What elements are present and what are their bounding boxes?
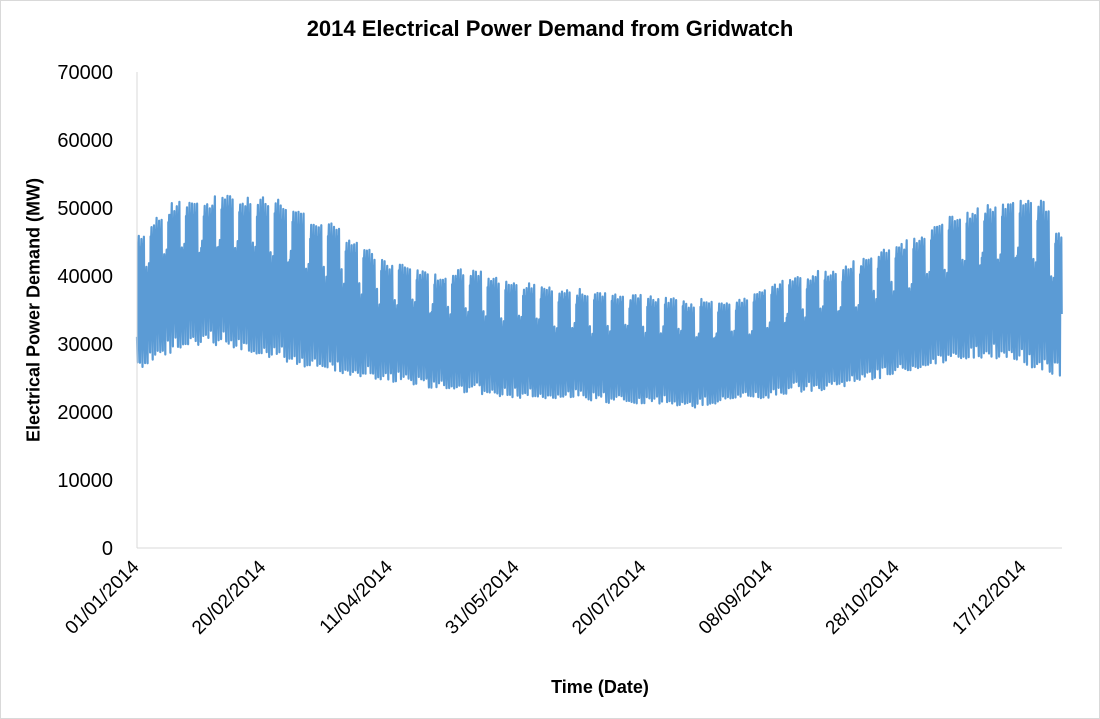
y-tick-label: 50000 xyxy=(57,198,113,220)
x-tick-label: 08/09/2014 xyxy=(695,556,777,638)
y-tick-label: 20000 xyxy=(57,402,113,424)
demand-series-line xyxy=(135,194,1063,409)
y-tick-label: 60000 xyxy=(57,130,113,152)
y-tick-label: 40000 xyxy=(57,266,113,288)
x-axis-label: Time (Date) xyxy=(551,677,649,697)
y-tick-label: 30000 xyxy=(57,334,113,356)
x-tick-label: 20/02/2014 xyxy=(188,556,270,638)
y-tick-label: 70000 xyxy=(57,62,113,84)
chart-title: 2014 Electrical Power Demand from Gridwa… xyxy=(306,16,794,41)
x-tick-label: 31/05/2014 xyxy=(442,556,524,638)
x-tick-label: 01/01/2014 xyxy=(61,556,143,638)
y-tick-label: 0 xyxy=(102,538,113,560)
x-tick-label: 11/04/2014 xyxy=(316,556,397,637)
y-tick-label: 10000 xyxy=(57,470,113,492)
x-tick-label: 20/07/2014 xyxy=(568,556,650,638)
x-tick-label: 17/12/2014 xyxy=(948,556,1030,638)
x-tick-label: 28/10/2014 xyxy=(822,556,904,638)
